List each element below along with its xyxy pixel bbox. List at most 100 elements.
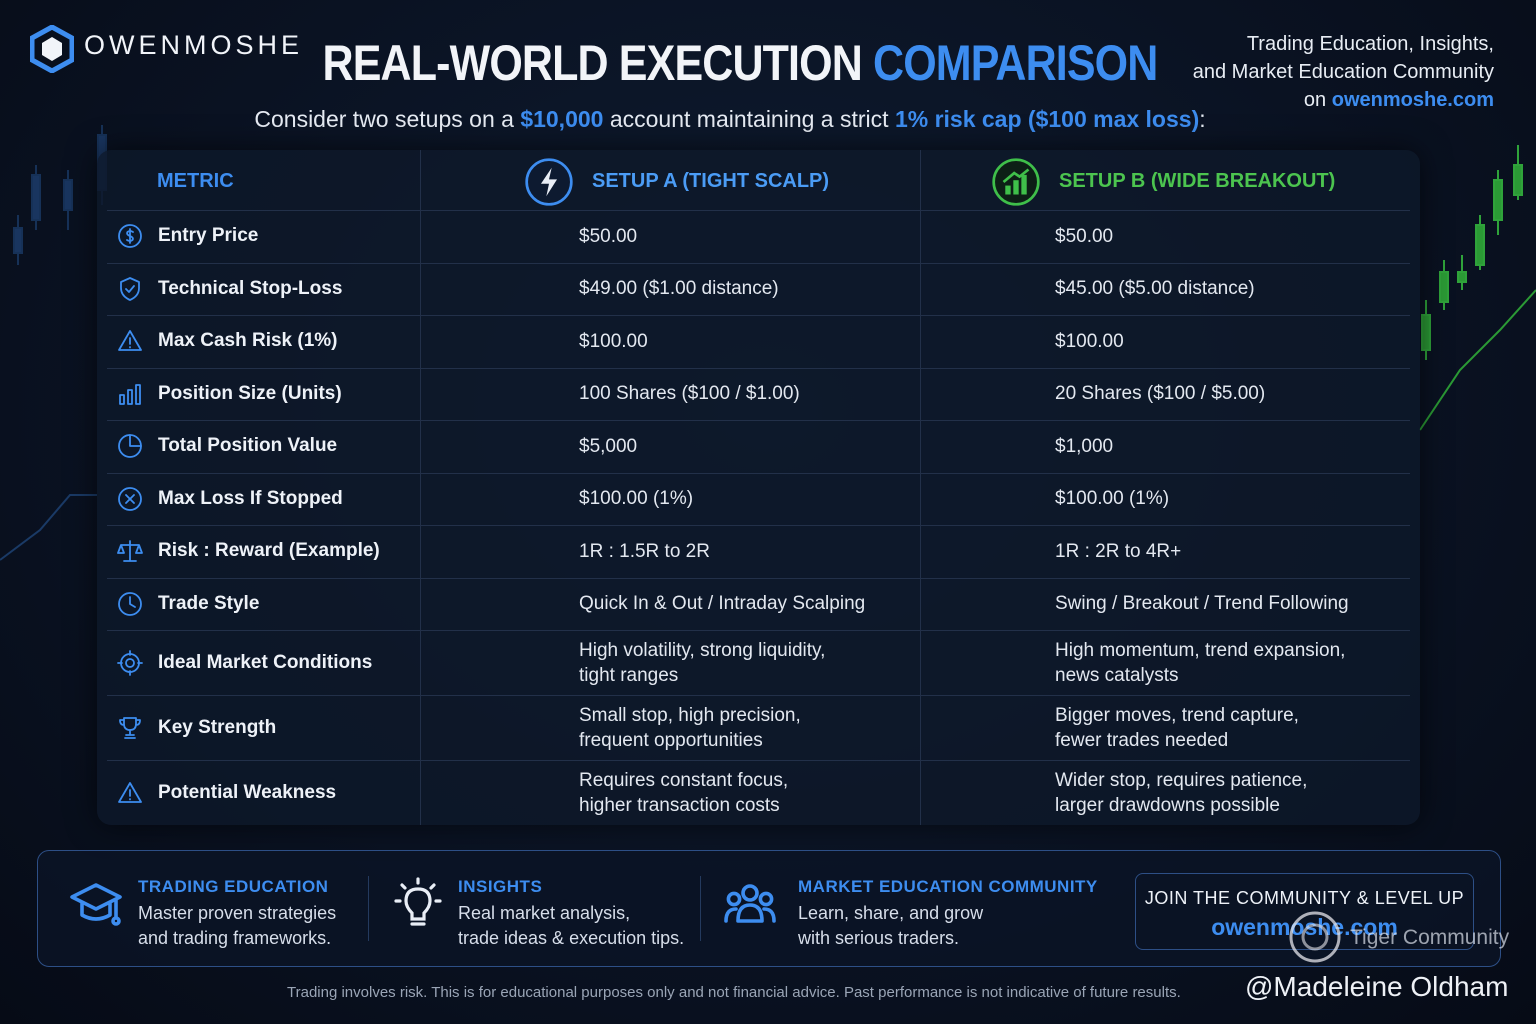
subtitle-highlight: $10,000 xyxy=(520,106,604,132)
cell-line: tight ranges xyxy=(579,664,679,686)
row-icon xyxy=(116,590,144,623)
cell-line: Quick In & Out / Intraday Scalping xyxy=(579,593,866,615)
row-divider xyxy=(107,525,1410,526)
feature-icon-svg xyxy=(70,883,122,926)
cell-line: frequent opportunities xyxy=(579,729,763,751)
row-icon-svg xyxy=(118,224,142,249)
tagline-link[interactable]: owenmoshe.com xyxy=(1331,89,1494,111)
row-icon xyxy=(116,432,144,465)
cell-line: $50.00 xyxy=(579,225,638,247)
cell-line: High volatility, strong liquidity, xyxy=(579,639,826,661)
row-divider xyxy=(107,760,1410,761)
row-icon xyxy=(116,275,144,308)
cell-line: fewer trades needed xyxy=(1055,729,1229,751)
feature-icon-svg xyxy=(724,884,776,923)
feature-title: TRADING EDUCATION xyxy=(138,877,329,896)
cell: 1R : 1.5R to 2R xyxy=(579,539,710,564)
feature-icon xyxy=(390,877,446,938)
row-icon-svg xyxy=(119,716,141,739)
cell-line: Swing / Breakout / Trend Following xyxy=(1055,593,1349,615)
cell: $45.00 ($5.00 distance) xyxy=(1055,276,1255,301)
cell-line: 100 Shares ($100 / $1.00) xyxy=(579,383,800,405)
metric-label: Total Position Value xyxy=(158,435,338,457)
tagline-prefix: on xyxy=(1303,89,1332,111)
tagline-line: on owenmoshe.com xyxy=(1193,86,1494,114)
metric-label: Position Size (Units) xyxy=(158,382,342,404)
cell: Bigger moves, trend capture, fewer trades… xyxy=(1055,703,1299,753)
watermark-user: @Madeleine Oldham xyxy=(1245,971,1509,1002)
row-icon-svg xyxy=(120,276,140,301)
cell-line: $5,000 xyxy=(579,435,638,457)
feature-divider xyxy=(368,876,369,941)
cell: Wider stop, requires patience, larger dra… xyxy=(1055,768,1307,818)
brand-name: OWENMOSHE xyxy=(84,30,304,60)
row-icon-svg xyxy=(118,781,142,803)
row-icon-svg xyxy=(118,591,142,616)
row-divider xyxy=(107,315,1410,316)
cell: $100.00 (1%) xyxy=(579,486,693,511)
cell-line: Small stop, high precision, xyxy=(579,704,801,726)
metric-label: Key Strength xyxy=(158,716,277,738)
row-icon xyxy=(116,222,144,255)
row-icon-svg xyxy=(118,486,142,511)
cell-line: $100.00 xyxy=(1055,330,1124,352)
cell: $100.00 xyxy=(579,329,648,354)
disclaimer: Trading involves risk. This is for educa… xyxy=(287,984,1181,1001)
cell: Swing / Breakout / Trend Following xyxy=(1055,591,1349,616)
cta-box[interactable]: JOIN THE COMMUNITY & LEVEL UP owenmoshe.… xyxy=(1135,873,1474,950)
comparison-table: METRIC SETUP A (TIGHT SCALP) SETUP B (WIDE… xyxy=(97,150,1420,825)
row-divider xyxy=(107,367,1410,369)
cell-line: Wider stop, requires patience, xyxy=(1055,769,1308,791)
subtitle-text: Consider two setups on a xyxy=(254,106,521,132)
cell: $100.00 (1%) xyxy=(1055,486,1169,511)
feature-title: MARKET EDUCATION COMMUNITY xyxy=(798,877,1098,896)
cell-line: $1,000 xyxy=(1055,435,1114,457)
cell-line: $45.00 ($5.00 distance) xyxy=(1055,278,1255,300)
feature-line: Learn, share, and grow xyxy=(798,903,984,923)
row-divider xyxy=(107,262,1410,264)
cell: $50.00 xyxy=(1055,224,1113,249)
cell: Small stop, high precision, frequent oppo… xyxy=(579,703,801,753)
feature-line: and trading frameworks. xyxy=(138,928,332,948)
column-header: SETUP A (TIGHT SCALP) xyxy=(592,170,830,192)
cell: 100 Shares ($100 / $1.00) xyxy=(579,381,800,406)
row-icon-svg xyxy=(119,383,141,405)
tagline-line: Trading Education, Insights, xyxy=(1246,33,1494,55)
feature-text: Real market analysis, trade ideas & execu… xyxy=(458,901,684,951)
row-icon-svg xyxy=(118,330,142,352)
setup-a-icon-svg xyxy=(525,158,573,206)
subtitle: Consider two setups on a $10,000 account… xyxy=(0,106,1460,133)
row-icon xyxy=(116,327,144,360)
column-header: SETUP B (WIDE BREAKOUT) xyxy=(1059,170,1336,192)
cell: $5,000 xyxy=(579,434,637,459)
cell-line: $100.00 (1%) xyxy=(579,488,694,510)
cta-text: JOIN THE COMMUNITY & LEVEL UP xyxy=(1144,888,1465,908)
feature-text: Learn, share, and grow with serious trade… xyxy=(798,901,983,951)
row-icon-svg xyxy=(117,540,143,563)
row-icon xyxy=(116,537,144,570)
cell-line: larger drawdowns possible xyxy=(1055,794,1280,816)
cell-line: 20 Shares ($100 / $5.00) xyxy=(1055,383,1266,405)
subtitle-text: account maintaining a strict xyxy=(603,106,895,132)
subtitle-highlight: 1% risk cap ($100 max loss) xyxy=(894,106,1200,132)
feature-line: trade ideas & execution tips. xyxy=(458,928,685,948)
page-title: REAL-WORLD EXECUTION COMPARISON xyxy=(104,34,1377,92)
feature-icon-svg xyxy=(394,877,442,926)
column-divider xyxy=(920,150,921,825)
setup-b-icon xyxy=(991,157,1041,212)
feature-line: Master proven strategies xyxy=(138,903,337,923)
cell: $49.00 ($1.00 distance) xyxy=(579,276,779,301)
cell: 1R : 2R to 4R+ xyxy=(1055,539,1181,564)
row-icon xyxy=(116,485,144,518)
row-icon-svg xyxy=(118,434,142,459)
setup-a-icon xyxy=(524,157,574,212)
setup-b-icon-svg xyxy=(992,158,1040,206)
tagline: Trading Education, Insights, and Market … xyxy=(1193,30,1494,114)
feature-icon xyxy=(722,877,778,938)
watermark-logo xyxy=(1289,911,1341,963)
footer-panel: TRADING EDUCATION Master proven strategie… xyxy=(37,850,1501,967)
feature-divider xyxy=(700,876,701,941)
feature-title: INSIGHTS xyxy=(458,877,543,896)
metric-label: Risk : Reward (Example) xyxy=(158,540,380,562)
header-divider xyxy=(107,210,1410,211)
